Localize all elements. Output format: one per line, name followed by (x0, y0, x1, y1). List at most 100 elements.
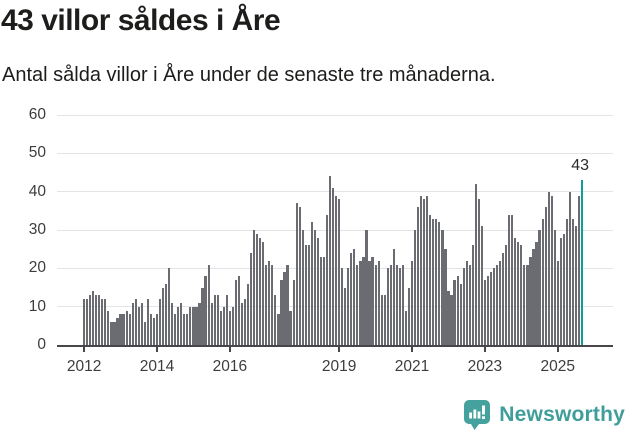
x-axis-label-2016: 2016 (212, 358, 248, 375)
bar (574, 226, 578, 345)
bar (474, 184, 477, 345)
bar (371, 256, 374, 345)
bar (420, 195, 423, 345)
gridline-y-40 (57, 191, 613, 193)
bar (505, 245, 508, 345)
bar (168, 268, 171, 345)
bar (386, 268, 389, 345)
bar (429, 214, 432, 345)
bar (204, 276, 207, 345)
bar (538, 230, 541, 345)
bar (231, 306, 234, 345)
bar (410, 260, 414, 345)
bar (577, 195, 581, 345)
bar (213, 295, 216, 345)
y-axis-label-20: 20 (28, 259, 46, 277)
bar (122, 314, 125, 345)
bar (161, 287, 165, 345)
bar (568, 191, 572, 345)
bar (125, 310, 128, 345)
x-axis-tick-2023 (483, 347, 486, 352)
bar (152, 318, 156, 345)
gridline-y-50 (57, 152, 613, 154)
bar (119, 314, 122, 345)
bar (158, 299, 162, 345)
bar (101, 299, 104, 345)
bar (328, 176, 332, 345)
bar (517, 241, 520, 345)
bar (398, 268, 401, 345)
bar (83, 299, 86, 345)
bar (274, 295, 277, 345)
bar (198, 302, 201, 345)
bar (465, 260, 468, 345)
bar (137, 306, 140, 345)
bar (344, 287, 347, 345)
x-axis-label-2021: 2021 (394, 358, 430, 375)
bar (502, 253, 505, 345)
bar (207, 264, 210, 345)
bar (222, 306, 225, 345)
x-axis-label-2023: 2023 (467, 358, 503, 375)
bar (353, 249, 356, 345)
bar (192, 306, 195, 345)
bar (310, 222, 313, 345)
bar (401, 264, 405, 345)
bar (89, 295, 92, 345)
bar (571, 218, 575, 345)
bar (389, 264, 392, 345)
bar (250, 253, 253, 345)
bar (256, 233, 259, 345)
bar (155, 314, 159, 345)
bar (459, 283, 462, 345)
bar (146, 299, 149, 345)
bar (307, 245, 310, 345)
bar (453, 279, 456, 345)
bar (116, 318, 119, 345)
bar (365, 230, 368, 345)
bar (171, 302, 174, 345)
bar (359, 260, 362, 345)
bar (143, 322, 146, 345)
bar (544, 207, 547, 345)
bar (292, 279, 295, 345)
bar (462, 268, 465, 345)
bar (483, 279, 487, 345)
x-axis-line (57, 345, 613, 347)
bar (362, 256, 365, 345)
x-axis-label-2019: 2019 (321, 358, 357, 375)
bar (468, 264, 471, 345)
bar (456, 276, 459, 345)
x-axis-label-2025: 2025 (540, 358, 576, 375)
bar (526, 264, 529, 345)
bar (495, 264, 499, 345)
bar (508, 214, 511, 345)
bar (426, 195, 429, 345)
y-axis-label-30: 30 (28, 221, 46, 238)
bar (240, 302, 244, 345)
bar (295, 203, 298, 345)
bar (219, 310, 222, 345)
bar (514, 237, 517, 345)
bar (149, 314, 152, 345)
bar (280, 279, 283, 345)
bar (277, 314, 280, 345)
y-axis-label-50: 50 (28, 144, 46, 162)
bar (304, 245, 307, 345)
bar (283, 272, 286, 345)
bar (511, 214, 514, 345)
bar (499, 260, 502, 345)
bar (550, 195, 553, 345)
page-title: 43 villor såldes i Åre (1, 4, 281, 37)
bar (565, 218, 568, 345)
bar (553, 230, 556, 345)
bar (301, 230, 304, 345)
bar (98, 295, 101, 345)
bar (520, 245, 523, 345)
bar (246, 283, 250, 345)
bar (423, 199, 426, 345)
bar (335, 195, 338, 345)
bar (107, 310, 110, 345)
gridline-y-10 (57, 306, 613, 308)
bar (237, 276, 241, 345)
